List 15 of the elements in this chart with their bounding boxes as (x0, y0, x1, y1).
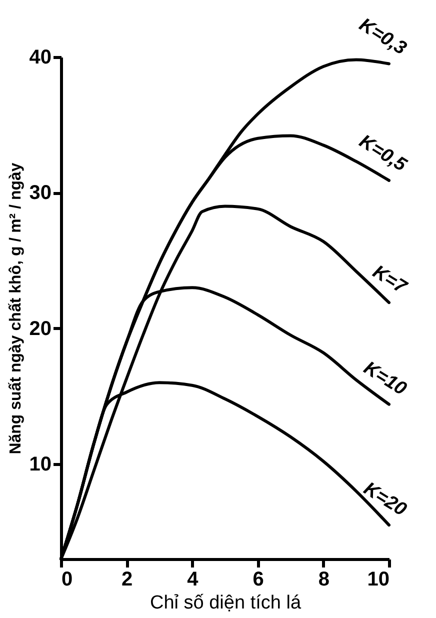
x-tick-label: 2 (122, 568, 133, 590)
x-tick-label: 8 (318, 568, 330, 590)
x-tick-label: 10 (367, 568, 390, 590)
x-tick-label: 6 (252, 568, 264, 590)
y-tick-label: 30 (29, 182, 52, 204)
text: K=7 (368, 262, 412, 299)
text: K=10 (360, 358, 410, 400)
x-tick-label: 0 (62, 568, 73, 590)
y-tick-label: 40 (29, 46, 52, 68)
x-axis-title: Chỉ số diện tích lá (150, 592, 302, 614)
y-tick-label: 20 (29, 318, 52, 340)
y-axis-title: Năng suất ngày chất khô, g / m² / ngày (7, 162, 24, 454)
x-tick-label: 4 (187, 568, 200, 590)
text: K=20 (360, 478, 410, 521)
y-tick-label: 10 (29, 454, 52, 476)
